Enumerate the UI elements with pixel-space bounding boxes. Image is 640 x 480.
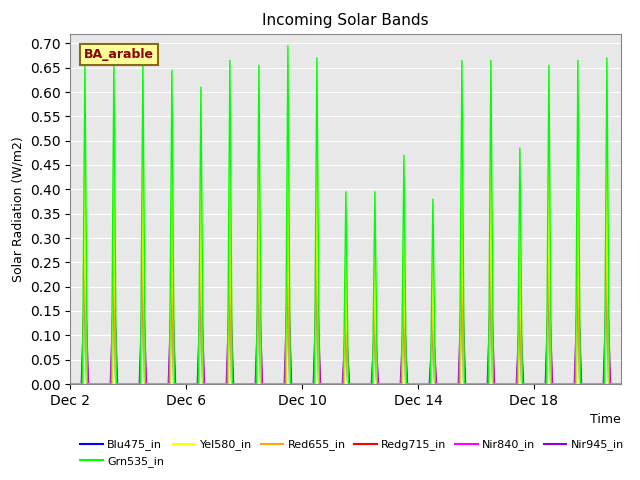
Line: Redg715_in: Redg715_in xyxy=(70,172,621,384)
Y-axis label: Solar Radiation (W/m2): Solar Radiation (W/m2) xyxy=(12,136,24,282)
Line: Grn535_in: Grn535_in xyxy=(70,46,621,384)
Grn535_in xyxy=(284,43,292,48)
Nir840_in xyxy=(184,381,191,387)
Line: Yel580_in: Yel580_in xyxy=(70,148,621,384)
Red655_in xyxy=(393,381,401,387)
Text: BA_arable: BA_arable xyxy=(84,48,154,61)
Red655_in xyxy=(414,381,422,387)
Nir840_in xyxy=(526,381,534,387)
Redg715_in xyxy=(617,381,625,387)
Nir840_in xyxy=(414,381,422,387)
Line: Nir945_in: Nir945_in xyxy=(70,265,621,384)
Yel580_in xyxy=(259,381,267,387)
Nir945_in xyxy=(323,381,331,387)
Grn535_in xyxy=(526,381,534,387)
Redg715_in xyxy=(323,381,331,387)
Red655_in xyxy=(323,381,331,387)
Nir945_in xyxy=(393,381,401,387)
Blu475_in xyxy=(184,381,191,387)
Nir945_in xyxy=(184,381,191,387)
Red655_in xyxy=(617,381,625,387)
Red655_in xyxy=(259,381,267,387)
Legend: Blu475_in, Grn535_in, Yel580_in, Red655_in, Redg715_in, Nir840_in, Nir945_in: Blu475_in, Grn535_in, Yel580_in, Red655_… xyxy=(76,435,628,471)
Yel580_in xyxy=(323,381,331,387)
Redg715_in xyxy=(414,381,422,387)
Red655_in xyxy=(284,160,292,166)
Redg715_in xyxy=(526,381,534,387)
X-axis label: Time: Time xyxy=(590,413,621,426)
Nir945_in xyxy=(67,381,74,387)
Grn535_in xyxy=(259,381,267,387)
Yel580_in xyxy=(414,381,422,387)
Blu475_in xyxy=(67,381,74,387)
Nir945_in xyxy=(259,381,267,387)
Line: Red655_in: Red655_in xyxy=(70,163,621,384)
Blu475_in xyxy=(323,381,331,387)
Yel580_in xyxy=(393,381,401,387)
Line: Nir840_in: Nir840_in xyxy=(70,265,621,384)
Nir840_in xyxy=(67,381,74,387)
Redg715_in xyxy=(259,381,267,387)
Grn535_in xyxy=(393,381,401,387)
Yel580_in xyxy=(617,381,625,387)
Red655_in xyxy=(526,381,534,387)
Grn535_in xyxy=(323,381,331,387)
Blu475_in xyxy=(414,381,422,387)
Nir945_in xyxy=(526,381,534,387)
Grn535_in xyxy=(67,381,74,387)
Blu475_in xyxy=(617,381,625,387)
Blu475_in xyxy=(393,381,401,387)
Redg715_in xyxy=(284,169,292,175)
Yel580_in xyxy=(184,381,191,387)
Redg715_in xyxy=(393,381,401,387)
Red655_in xyxy=(67,381,74,387)
Yel580_in xyxy=(284,145,292,151)
Title: Incoming Solar Bands: Incoming Solar Bands xyxy=(262,13,429,28)
Blu475_in xyxy=(259,381,267,387)
Nir840_in xyxy=(323,381,331,387)
Nir945_in xyxy=(414,381,422,387)
Blu475_in xyxy=(284,174,292,180)
Nir840_in xyxy=(284,262,292,268)
Line: Blu475_in: Blu475_in xyxy=(70,177,621,384)
Nir840_in xyxy=(393,381,401,387)
Nir945_in xyxy=(617,381,625,387)
Yel580_in xyxy=(526,381,534,387)
Red655_in xyxy=(184,381,191,387)
Grn535_in xyxy=(414,381,422,387)
Redg715_in xyxy=(184,381,191,387)
Grn535_in xyxy=(617,381,625,387)
Nir840_in xyxy=(617,381,625,387)
Blu475_in xyxy=(526,381,534,387)
Yel580_in xyxy=(67,381,74,387)
Grn535_in xyxy=(184,381,191,387)
Nir840_in xyxy=(259,381,267,387)
Redg715_in xyxy=(67,381,74,387)
Nir945_in xyxy=(284,262,292,268)
